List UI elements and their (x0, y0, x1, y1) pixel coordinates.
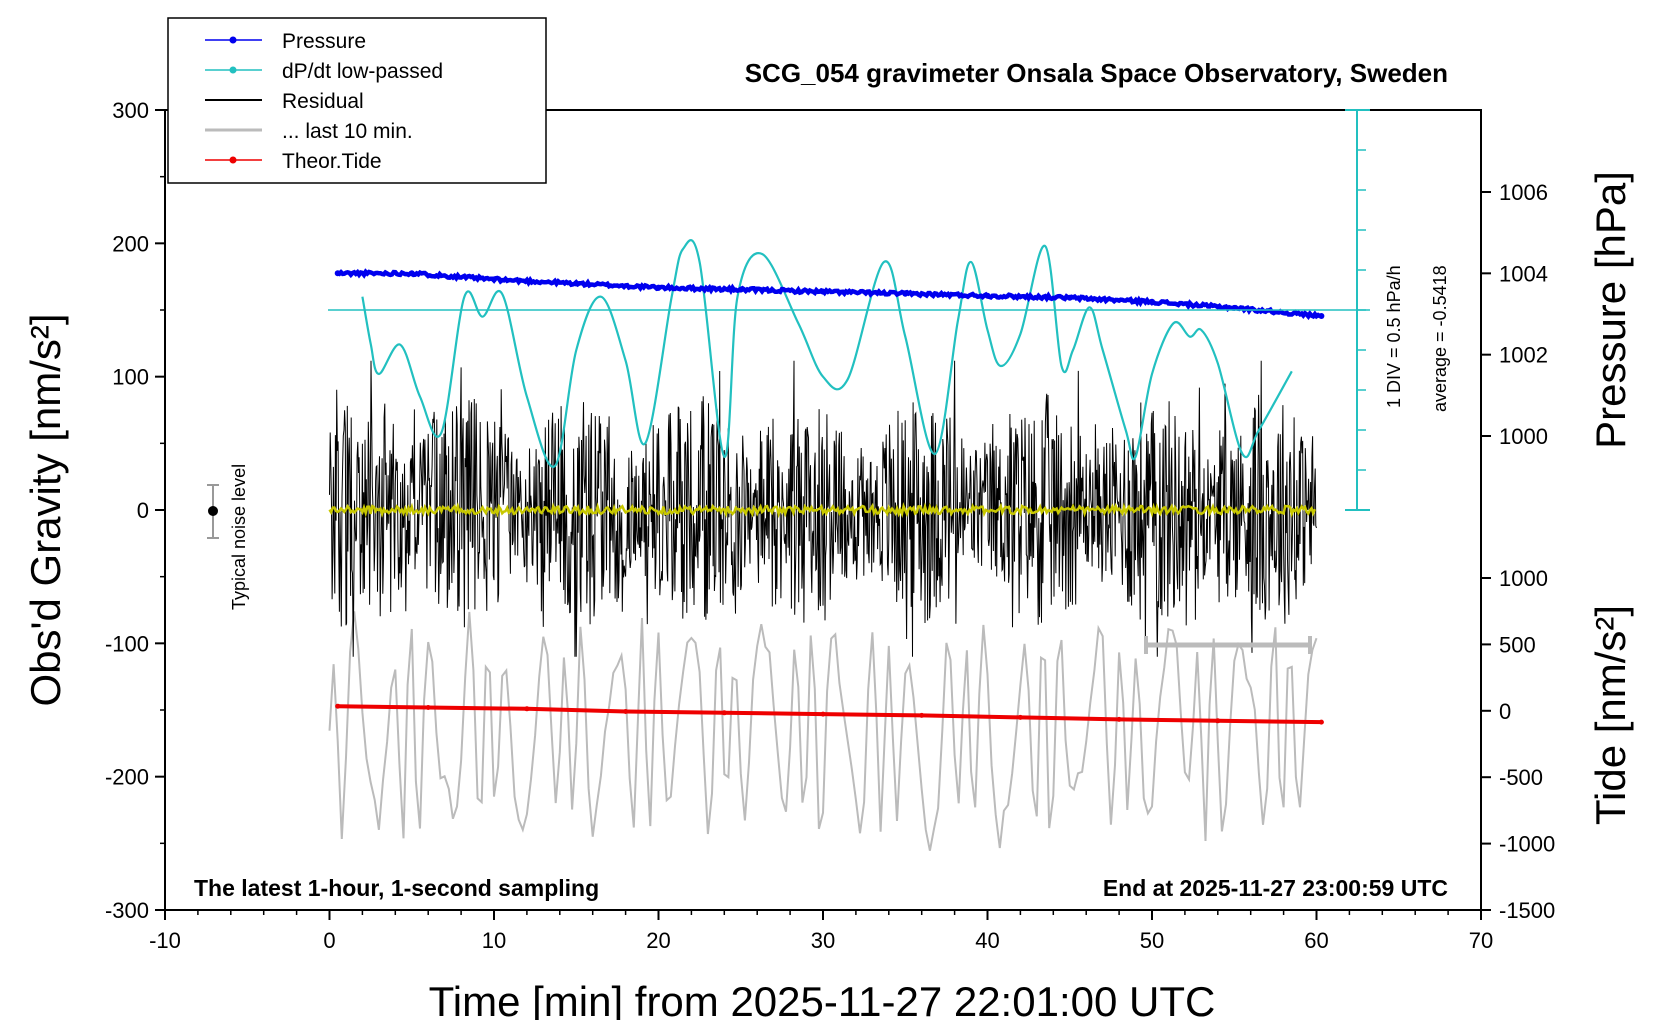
pressure-tick-label: 1000 (1499, 424, 1548, 449)
residual-line (329, 360, 1317, 657)
residual-smoothed-series (328, 501, 1317, 519)
tide-tick-label: -500 (1499, 765, 1543, 790)
axis-ticks: -10 0 10 20 30 40 50 60 703002001000-100-200-300… (105, 98, 1555, 953)
tide-tick-label: -1000 (1499, 832, 1555, 857)
x-tick-label: 60 (1304, 928, 1328, 953)
pressure-point (1149, 298, 1155, 305)
y-tick-label: 200 (112, 231, 149, 256)
theor-tide-series (335, 703, 1324, 725)
pressure-point (491, 276, 497, 283)
tide-tick-label: -1500 (1499, 898, 1555, 923)
residual-series (329, 360, 1317, 657)
tide-tick-label: 500 (1499, 632, 1536, 657)
legend-tide-label: Theor.Tide (282, 150, 382, 173)
pressure-point (737, 286, 744, 293)
theor-tide-point (820, 711, 826, 717)
theor-tide-point (1215, 718, 1221, 724)
legend: Pressure dP/dt low-passed Residual ... l… (167, 17, 547, 184)
div-label: 1 DIV = 0.5 hPa/h (1384, 265, 1404, 408)
observed-gravity-series (328, 611, 1318, 851)
y-tick-label: -200 (105, 765, 149, 790)
chart-title: SCG_054 gravimeter Onsala Space Observat… (745, 58, 1448, 88)
tide-tick-label: 0 (1499, 699, 1511, 724)
legend-dpdt-label: dP/dt low-passed (282, 60, 443, 83)
theor-tide-point (623, 709, 629, 714)
observed-gravity-line (328, 611, 1318, 851)
legend-pressure-label: Pressure (282, 30, 366, 53)
x-tick-label: 40 (975, 928, 999, 953)
pressure-point (573, 280, 580, 287)
x-tick-label: 70 (1469, 928, 1493, 953)
legend-tide-marker (229, 156, 237, 164)
noise-level-marker (207, 484, 219, 539)
x-tick-label: 0 (323, 928, 335, 953)
pressure-point (408, 270, 415, 277)
pressure-point (655, 284, 662, 291)
tide-tick-label: 1000 (1499, 566, 1548, 591)
x-tick-label: 10 (482, 928, 506, 953)
noise-label: Typical noise level (229, 464, 249, 610)
residual-smoothed-line (328, 501, 1317, 519)
legend-last10-label: ... last 10 min. (282, 120, 413, 143)
bottom-right-annotation: End at 2025-11-27 23:00:59 UTC (1103, 875, 1448, 901)
y-tick-label: -300 (105, 898, 149, 923)
pressure-point (984, 292, 991, 299)
pressure-point (1318, 313, 1325, 319)
x-tick-label: -10 (149, 928, 181, 953)
x-axis-label: Time [min] from 2025-11-27 22:01:00 UTC (429, 978, 1216, 1020)
pressure-series (334, 268, 1325, 321)
pressure-point (334, 270, 341, 277)
last-10-min-bar (1144, 636, 1312, 654)
y-axis-label-left: Obs'd Gravity [nm/s²] (22, 313, 69, 706)
theor-tide-point (1017, 714, 1023, 720)
theor-tide-point (1116, 716, 1122, 722)
x-tick-label: 50 (1140, 928, 1164, 953)
y-tick-label: -100 (105, 631, 149, 656)
pressure-point (902, 290, 909, 297)
theor-tide-point (524, 706, 530, 712)
legend-pressure-marker (229, 36, 237, 44)
legend-residual-label: Residual (282, 90, 364, 113)
pressure-tick-label: 1004 (1499, 261, 1548, 286)
pressure-tick-label: 1006 (1499, 180, 1548, 205)
pressure-line (336, 268, 1321, 321)
pressure-point (820, 288, 826, 295)
noise-dot (208, 506, 218, 516)
tide-axis-label: Tide [nm/s²] (1587, 605, 1634, 825)
theor-tide-point (919, 712, 925, 718)
x-tick-label: 30 (811, 928, 835, 953)
dpdt-line (361, 239, 1293, 468)
pressure-point (1066, 294, 1073, 301)
theor-tide-point (335, 703, 341, 709)
y-tick-label: 300 (112, 98, 149, 123)
x-tick-label: 20 (646, 928, 670, 953)
theor-tide-point (721, 710, 727, 716)
pressure-tick-label: 1002 (1499, 343, 1548, 368)
theor-tide-point (425, 705, 431, 710)
y-tick-label: 100 (112, 365, 149, 390)
y-tick-label: 0 (137, 498, 149, 523)
dpdt-series (361, 239, 1293, 468)
average-label: average = -0.5418 (1430, 265, 1450, 412)
theor-tide-point (1318, 719, 1324, 725)
bottom-left-annotation: The latest 1-hour, 1-second sampling (194, 875, 599, 901)
pressure-axis-label: Pressure [hPa] (1587, 171, 1634, 449)
legend-dpdt-marker (229, 66, 237, 74)
